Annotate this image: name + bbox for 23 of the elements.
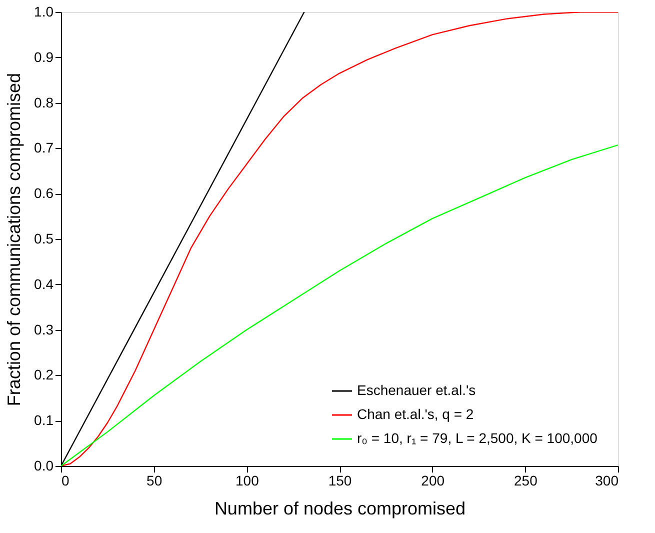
y-tick-label: 0.8	[34, 94, 54, 110]
x-tick-label: 300	[595, 472, 619, 488]
y-tick-label: 0.1	[34, 412, 54, 428]
y-tick-label: 0.9	[34, 48, 54, 65]
x-tick-label: 0	[62, 472, 70, 488]
y-tick-label: 0.6	[34, 185, 54, 202]
x-tick-label: 200	[421, 472, 445, 488]
y-tick-label: 1.0	[34, 4, 54, 20]
legend-label: r₀ = 10, r₁ = 79, L = 2,500, K = 100,000	[357, 430, 598, 446]
x-tick-label: 150	[328, 472, 352, 488]
y-tick-label: 0.5	[34, 230, 54, 246]
x-tick-label: 250	[514, 472, 538, 488]
legend-label: Chan et.al.'s, q = 2	[357, 406, 474, 422]
y-axis-title: Fraction of communications compromised	[4, 72, 24, 406]
y-tick-label: 0.4	[34, 276, 54, 292]
y-tick-label: 0.3	[34, 321, 54, 338]
x-axis-title: Number of nodes compromised	[214, 498, 466, 518]
x-tick-label: 100	[235, 472, 260, 488]
legend-label: Eschenauer et.al.'s	[357, 382, 476, 398]
y-tick-label: 0.2	[34, 366, 54, 383]
y-tick-label: 0.7	[34, 140, 54, 156]
y-tick-label: 0.0	[34, 458, 54, 474]
x-tick-label: 50	[146, 472, 162, 488]
